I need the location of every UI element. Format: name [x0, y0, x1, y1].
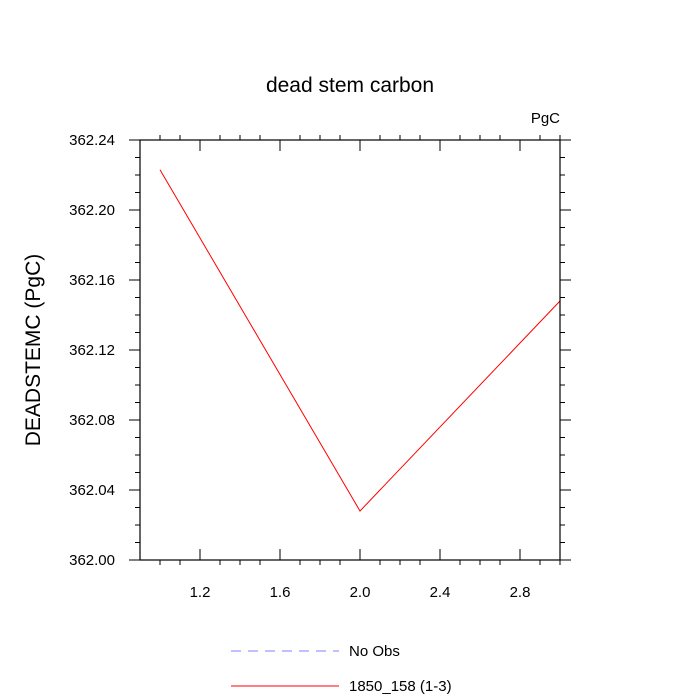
series-line	[159, 169, 561, 512]
axis-ticks	[129, 135, 571, 565]
y-tick-label: 362.12	[69, 342, 115, 359]
y-tick-label: 362.16	[69, 272, 115, 289]
y-tick-label: 362.08	[69, 412, 115, 429]
legend-label: 1850_158 (1-3)	[349, 678, 452, 695]
x-tick-label: 2.0	[350, 584, 371, 601]
plot-frame	[139, 139, 561, 561]
series-layer	[159, 169, 561, 512]
legend: No Obs 1850_158 (1-3)	[231, 643, 452, 695]
y-tick-label: 362.24	[69, 132, 115, 149]
x-tick-label: 1.2	[190, 584, 211, 601]
x-tick-label: 1.6	[270, 584, 291, 601]
chart-title: dead stem carbon	[266, 74, 434, 97]
x-tick-label: 2.8	[510, 584, 531, 601]
units-label: PgC	[531, 110, 560, 127]
y-tick-label: 362.20	[69, 202, 115, 219]
y-tick-label: 362.00	[69, 552, 115, 569]
legend-label: No Obs	[349, 643, 400, 660]
axis-tick-labels: 1.2 1.6 2.0 2.4 2.8 362.00 362.04 362.08 362.12 3…	[69, 132, 530, 601]
y-tick-label: 362.04	[69, 482, 115, 499]
x-tick-label: 2.4	[430, 584, 451, 601]
y-axis-label: DEADSTEMC (PgC)	[22, 254, 45, 447]
